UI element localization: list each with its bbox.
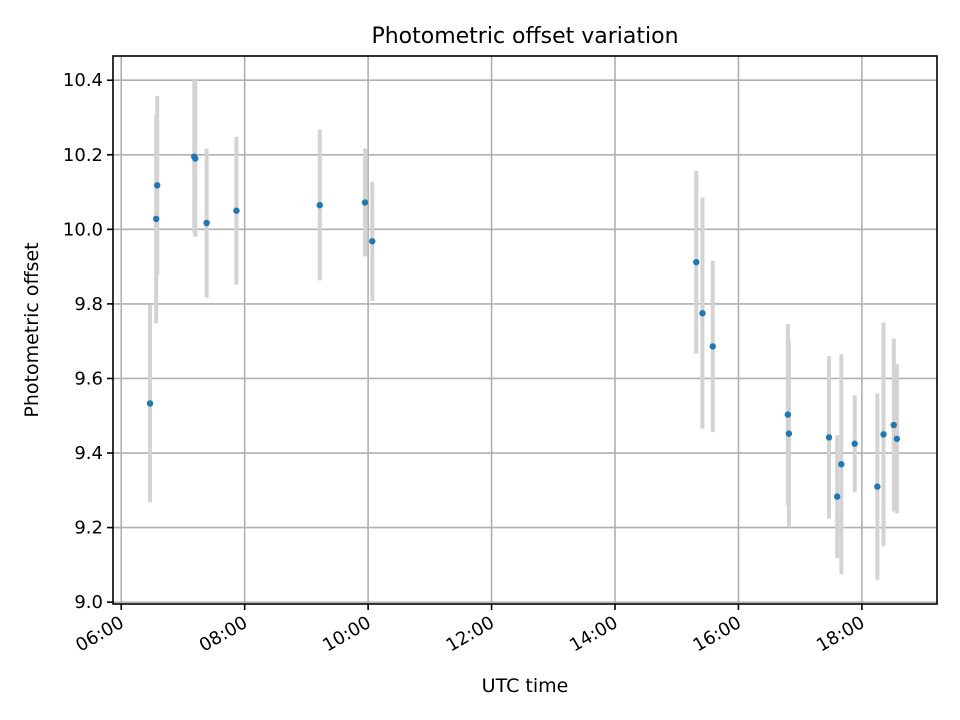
data-point [693,258,700,266]
data-point [880,431,887,438]
y-tick-label: 9.0 [74,592,103,613]
data-point [785,430,793,437]
y-axis-title: Photometric offset [21,242,43,417]
x-tick-label: 08:00 [196,612,251,656]
data-point [203,219,210,227]
data-point [874,483,881,490]
data-point [361,199,369,206]
y-tick-label: 9.6 [74,368,103,389]
data-point [834,493,841,500]
y-tick-label: 10.4 [63,70,103,91]
data-points [146,153,901,500]
data-point [851,440,858,447]
y-tick-label: 10.2 [63,145,103,166]
data-point [233,207,240,214]
x-tick-label: 16:00 [690,612,745,656]
y-axis: 9.0 9.2 9.4 9.6 9.8 10.0 10.2 10.4 [63,70,113,613]
x-axis: 06:00 08:00 10:00 12:00 14:00 16:00 18:00 [72,604,868,656]
x-tick-label: 14:00 [566,612,621,656]
y-tick-label: 9.4 [74,443,103,464]
data-point [838,461,845,468]
data-point [192,155,199,162]
data-point [709,343,716,350]
data-point [784,411,792,418]
y-tick-label: 9.2 [74,518,103,539]
data-point [893,435,901,443]
data-point [146,400,154,407]
y-tick-label: 10.0 [63,219,103,240]
x-axis-title: UTC time [482,675,569,697]
data-point [154,182,161,189]
x-tick-label: 12:00 [443,612,498,656]
data-point [316,201,323,209]
data-point [825,434,833,441]
data-point [369,238,376,245]
data-point [153,215,160,223]
chart-title: Photometric offset variation [371,24,678,49]
x-tick-label: 06:00 [72,612,127,656]
x-tick-label: 10:00 [319,612,374,656]
x-tick-label: 18:00 [813,612,868,656]
plot-frame [112,55,938,605]
data-point [890,421,897,429]
grid [113,56,937,604]
y-tick-label: 9.8 [74,294,103,315]
data-point [699,310,706,317]
